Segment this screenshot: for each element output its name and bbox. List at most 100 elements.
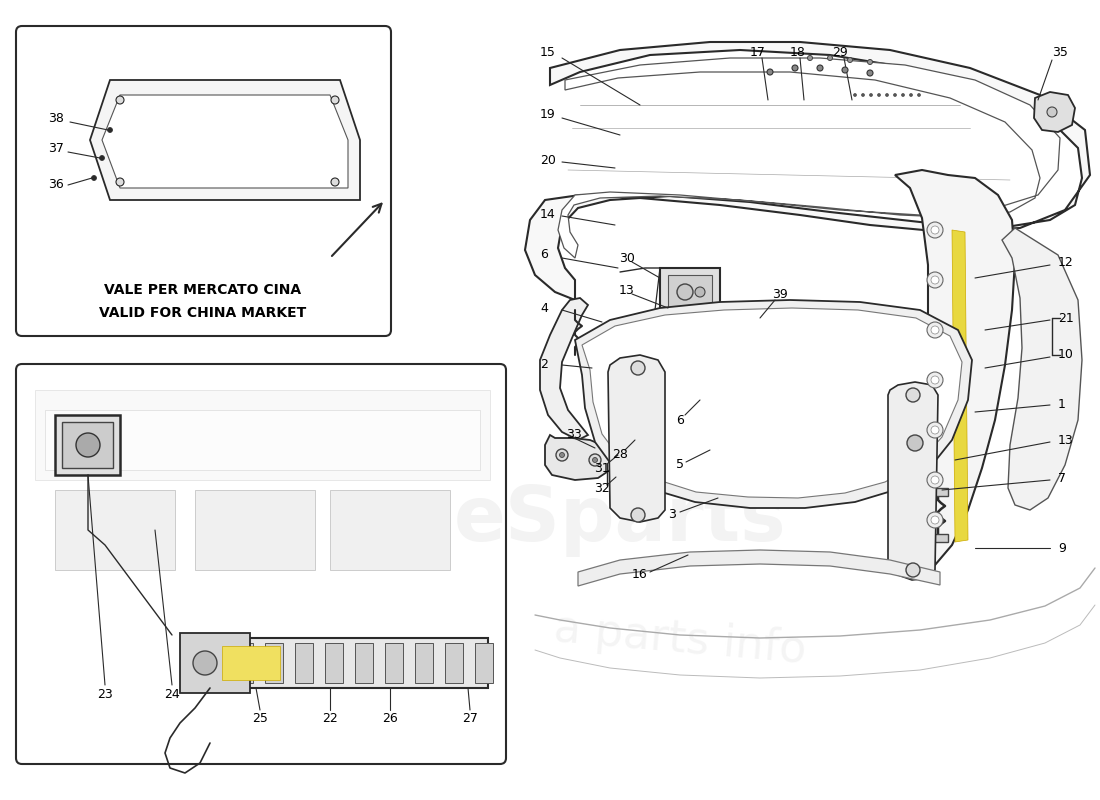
Text: 17: 17 (750, 46, 766, 58)
Circle shape (906, 388, 920, 402)
Circle shape (902, 94, 904, 97)
Circle shape (878, 94, 880, 97)
Text: 10: 10 (1058, 349, 1074, 362)
Text: 29: 29 (832, 46, 848, 58)
Circle shape (931, 426, 939, 434)
Text: 15: 15 (540, 46, 556, 58)
FancyArrowPatch shape (332, 204, 382, 256)
Circle shape (931, 276, 939, 284)
Circle shape (867, 70, 873, 76)
Circle shape (869, 94, 872, 97)
FancyBboxPatch shape (195, 490, 315, 570)
Text: 37: 37 (48, 142, 64, 154)
Circle shape (593, 458, 597, 462)
Circle shape (917, 94, 921, 97)
Text: 6: 6 (676, 414, 684, 426)
Polygon shape (895, 170, 1015, 570)
Polygon shape (1034, 92, 1075, 132)
Polygon shape (1002, 228, 1082, 510)
Circle shape (931, 476, 939, 484)
Circle shape (927, 472, 943, 488)
Text: 32: 32 (594, 482, 609, 494)
FancyBboxPatch shape (385, 643, 403, 683)
FancyBboxPatch shape (235, 643, 253, 683)
Text: 39: 39 (772, 289, 788, 302)
Polygon shape (102, 95, 348, 188)
FancyBboxPatch shape (892, 418, 940, 470)
Circle shape (192, 651, 217, 675)
Text: 24: 24 (164, 689, 180, 702)
Circle shape (854, 94, 857, 97)
Text: 36: 36 (48, 178, 64, 191)
Text: 13: 13 (619, 283, 635, 297)
Circle shape (631, 361, 645, 375)
Circle shape (91, 175, 97, 181)
Text: 1: 1 (1058, 398, 1066, 411)
Circle shape (910, 94, 913, 97)
Circle shape (842, 67, 848, 73)
Circle shape (827, 55, 833, 61)
Text: 16: 16 (632, 569, 648, 582)
FancyBboxPatch shape (898, 425, 933, 463)
Text: 6: 6 (540, 249, 548, 262)
FancyBboxPatch shape (180, 633, 250, 693)
FancyBboxPatch shape (446, 643, 463, 683)
Circle shape (847, 58, 852, 62)
FancyBboxPatch shape (415, 643, 433, 683)
Text: 27: 27 (462, 711, 477, 725)
Circle shape (331, 178, 339, 186)
Text: 3: 3 (668, 509, 675, 522)
Circle shape (927, 222, 943, 238)
FancyBboxPatch shape (324, 643, 343, 683)
FancyBboxPatch shape (933, 534, 948, 542)
Circle shape (695, 287, 705, 297)
Circle shape (931, 226, 939, 234)
Circle shape (807, 55, 813, 61)
Circle shape (631, 508, 645, 522)
Polygon shape (575, 300, 972, 508)
Circle shape (927, 372, 943, 388)
FancyBboxPatch shape (62, 422, 113, 468)
Circle shape (99, 155, 104, 161)
Polygon shape (90, 80, 360, 200)
Text: 23: 23 (97, 689, 113, 702)
Polygon shape (525, 42, 1090, 300)
Circle shape (908, 435, 923, 451)
Polygon shape (888, 382, 938, 580)
Circle shape (868, 59, 872, 65)
Text: 28: 28 (612, 449, 628, 462)
Circle shape (676, 284, 693, 300)
FancyBboxPatch shape (265, 643, 283, 683)
Text: a parts info: a parts info (552, 607, 808, 673)
Circle shape (927, 512, 943, 528)
Polygon shape (45, 410, 480, 470)
Circle shape (792, 65, 798, 71)
Circle shape (931, 376, 939, 384)
Polygon shape (35, 390, 490, 480)
Circle shape (331, 96, 339, 104)
Text: 30: 30 (619, 251, 635, 265)
Text: 18: 18 (790, 46, 806, 58)
Circle shape (1047, 107, 1057, 117)
Text: 31: 31 (594, 462, 609, 474)
Text: 14: 14 (540, 209, 556, 222)
FancyBboxPatch shape (16, 364, 506, 764)
Circle shape (886, 94, 889, 97)
Circle shape (108, 127, 112, 133)
FancyBboxPatch shape (330, 490, 450, 570)
Text: 35: 35 (1052, 46, 1068, 58)
Text: 4: 4 (540, 302, 548, 314)
Text: 25: 25 (252, 711, 268, 725)
Polygon shape (582, 308, 962, 498)
Polygon shape (952, 230, 968, 542)
Circle shape (931, 326, 939, 334)
Text: 22: 22 (322, 711, 338, 725)
Text: 9: 9 (1058, 542, 1066, 554)
Circle shape (116, 178, 124, 186)
Text: eSparts: eSparts (453, 483, 786, 557)
Polygon shape (544, 435, 610, 480)
Circle shape (76, 433, 100, 457)
FancyBboxPatch shape (55, 490, 175, 570)
FancyBboxPatch shape (220, 638, 488, 688)
Circle shape (767, 69, 773, 75)
